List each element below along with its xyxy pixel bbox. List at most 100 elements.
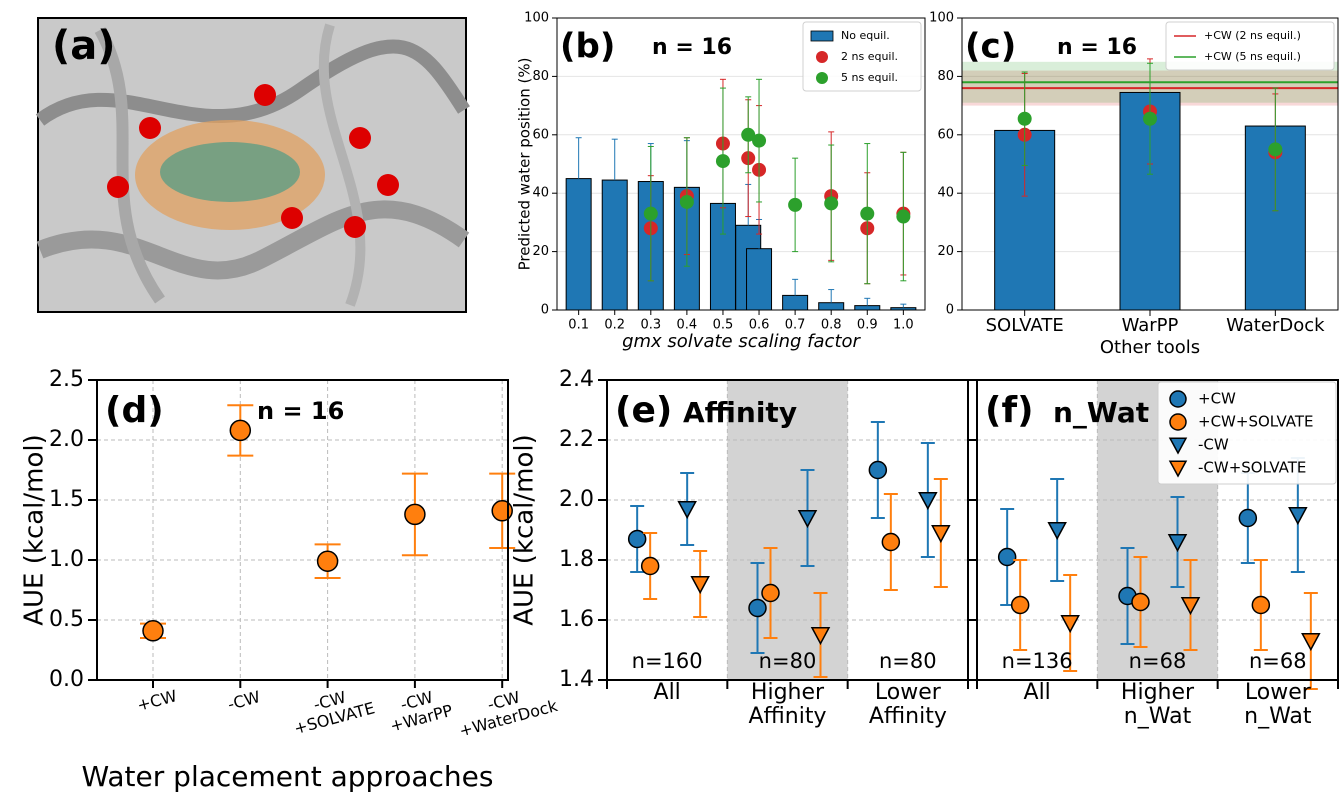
legend-swatch	[816, 51, 828, 63]
y-axis-label: AUE (kcal/mol)	[510, 434, 540, 626]
legend-label: 5 ns equil.	[841, 71, 898, 84]
legend-label: -CW	[1198, 436, 1229, 454]
marker	[143, 621, 163, 641]
y-tick-label: 2.5	[49, 367, 84, 392]
marker	[919, 493, 936, 509]
point	[824, 196, 838, 210]
panel-title: Affinity	[683, 396, 797, 429]
group-count: n=68	[1249, 649, 1307, 673]
marker	[1170, 414, 1186, 430]
point	[644, 207, 658, 221]
y-tick-label: 60	[937, 127, 954, 142]
legend-label: +CW	[1198, 390, 1236, 408]
point	[788, 198, 802, 212]
group-count: n=136	[1002, 649, 1073, 673]
bar	[783, 295, 808, 310]
y-tick-label: 80	[937, 69, 954, 84]
y-tick-label: 0.5	[49, 607, 84, 632]
point	[680, 195, 694, 209]
point	[752, 134, 766, 148]
panel-title: n_Wat	[1053, 396, 1149, 429]
y-tick-label: 2.0	[49, 427, 84, 452]
marker	[1012, 597, 1029, 614]
marker	[1302, 634, 1319, 650]
panel-label: (a)	[52, 23, 116, 69]
y-tick-label: 40	[937, 186, 954, 201]
marker	[762, 585, 779, 602]
marker	[869, 462, 886, 479]
legend-label: +CW+SOLVATE	[1198, 413, 1314, 431]
y-tick-label: 20	[532, 244, 549, 259]
y-tick-label: 2.4	[559, 367, 594, 392]
point	[860, 207, 874, 221]
x-tick-label: 0.1	[568, 318, 589, 333]
bar	[819, 303, 844, 310]
marker	[629, 531, 646, 548]
y-tick-label: 2.2	[559, 427, 594, 452]
annotation: n = 16	[257, 397, 344, 425]
marker	[1252, 597, 1269, 614]
y-axis-label: AUE (kcal/mol)	[20, 434, 50, 626]
annotation: n = 16	[1057, 35, 1137, 60]
x-tick-label: WarPP	[1122, 315, 1179, 336]
water	[107, 176, 129, 198]
point	[716, 154, 730, 168]
y-tick-label: 2.0	[559, 487, 594, 512]
point	[1268, 142, 1282, 156]
y-tick-label: 1.0	[49, 547, 84, 572]
water	[377, 174, 399, 196]
figure-canvas: (a) 0204060801000.10.20.30.40.50.60.70.8…	[0, 0, 1342, 794]
bar	[602, 180, 627, 310]
water	[139, 117, 161, 139]
panel-label: (d)	[105, 390, 164, 431]
y-axis-label: Predicted water position (%)	[516, 58, 534, 271]
y-tick-label: 1.5	[49, 487, 84, 512]
y-tick-label: 1.6	[559, 607, 594, 632]
x-tick-label: SOLVATE	[986, 315, 1064, 336]
legend-swatch	[816, 72, 828, 84]
y-tick-label: 0	[946, 303, 954, 318]
legend-label: No equil.	[841, 29, 890, 42]
panel-label: (e)	[615, 390, 672, 431]
y-tick-label: 1.8	[559, 547, 594, 572]
point	[896, 210, 910, 224]
y-tick-label: 40	[532, 186, 549, 201]
figure: (a) 0204060801000.10.20.30.40.50.60.70.8…	[0, 0, 1342, 794]
x-axis-label: Water placement approaches	[82, 760, 494, 793]
group-count: n=160	[632, 649, 703, 673]
marker	[692, 577, 709, 593]
x-tick-label: Lower n_Wat	[1244, 681, 1311, 729]
group-count: n=80	[879, 649, 937, 673]
marker	[749, 600, 766, 617]
point	[1018, 112, 1032, 126]
bar	[747, 249, 772, 310]
x-tick-label: WaterDock	[1226, 315, 1325, 336]
y-tick-label: 20	[937, 244, 954, 259]
marker	[1062, 616, 1079, 632]
x-tick-label: 1.0	[893, 318, 914, 333]
ligand	[160, 142, 300, 202]
legend-swatch	[811, 31, 833, 41]
legend-label: +CW (2 ns equil.)	[1204, 29, 1301, 42]
annotation: n = 16	[652, 35, 732, 60]
y-tick-label: 100	[929, 11, 954, 26]
marker	[882, 534, 899, 551]
marker	[1289, 508, 1306, 524]
y-tick-label: 80	[532, 69, 549, 84]
x-axis-label: gmx solvate scaling factor	[622, 331, 861, 352]
marker	[932, 526, 949, 542]
water	[349, 127, 371, 149]
legend-label: -CW+SOLVATE	[1198, 459, 1306, 477]
y-tick-label: 1.4	[559, 667, 594, 692]
panel-label: (f)	[985, 390, 1034, 431]
y-tick-label: 0	[541, 303, 549, 318]
panel-label: (c)	[965, 27, 1016, 67]
y-tick-label: 0.0	[49, 667, 84, 692]
marker	[642, 558, 659, 575]
marker	[1049, 523, 1066, 539]
x-tick-label: Higher n_Wat	[1121, 681, 1194, 729]
x-tick-label: Lower Affinity	[869, 681, 947, 729]
panel-label: (b)	[560, 27, 615, 67]
marker	[405, 504, 425, 524]
marker	[1239, 510, 1256, 527]
